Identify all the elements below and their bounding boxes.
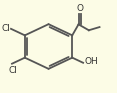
Text: OH: OH: [85, 57, 99, 66]
Text: O: O: [76, 4, 83, 13]
Text: Cl: Cl: [2, 24, 10, 33]
Text: Cl: Cl: [9, 66, 18, 76]
